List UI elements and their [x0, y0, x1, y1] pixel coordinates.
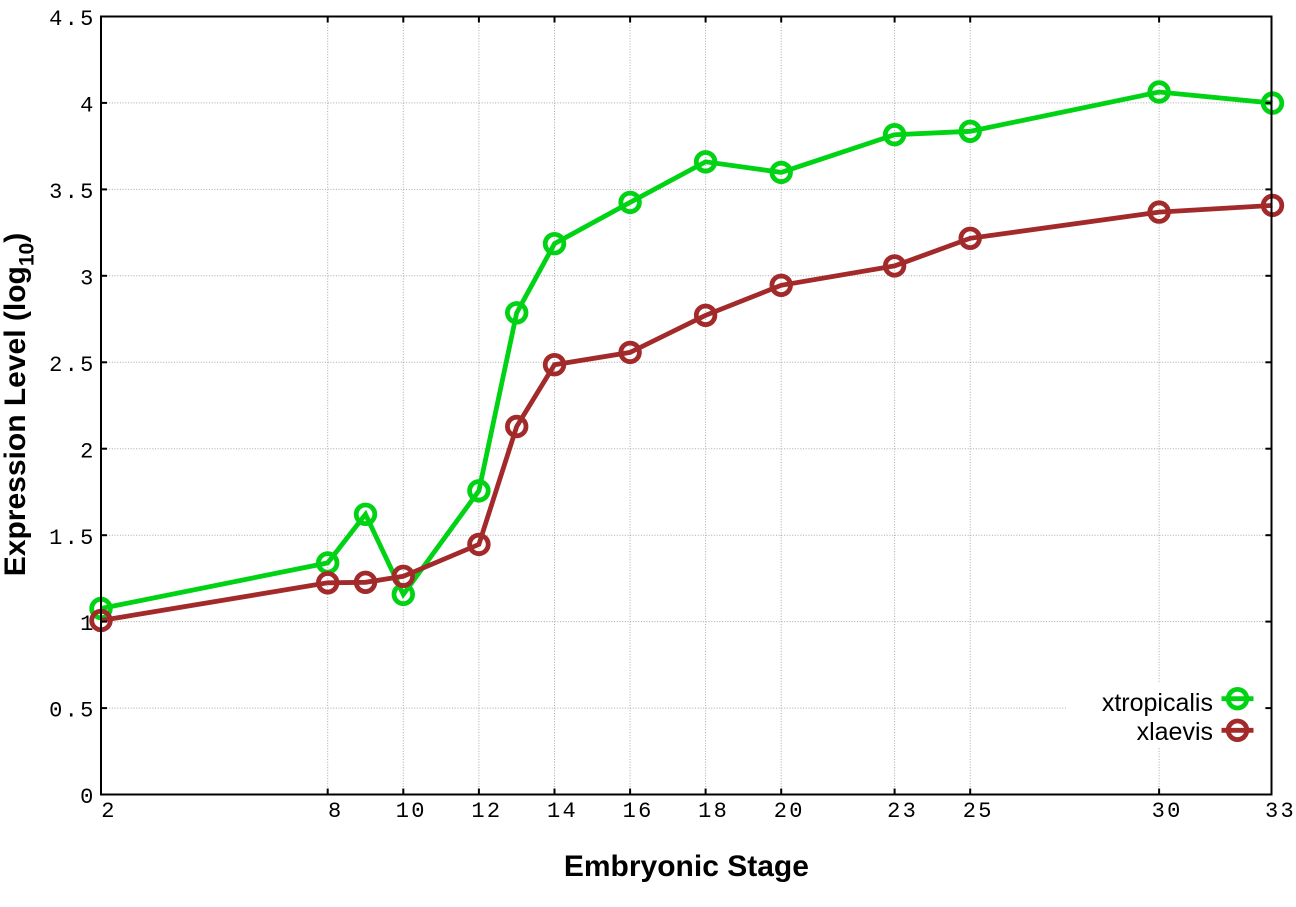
- svg-text:3: 3: [80, 266, 96, 291]
- svg-text:10: 10: [396, 799, 427, 824]
- svg-text:2: 2: [101, 799, 117, 824]
- svg-text:1: 1: [80, 612, 96, 637]
- svg-text:xtropicalis: xtropicalis: [1102, 689, 1213, 717]
- svg-text:1.5: 1.5: [49, 526, 96, 551]
- svg-text:0.5: 0.5: [49, 699, 96, 724]
- svg-text:30: 30: [1152, 799, 1183, 824]
- svg-text:4.5: 4.5: [49, 7, 96, 32]
- svg-text:33: 33: [1265, 799, 1296, 824]
- svg-text:12: 12: [471, 799, 502, 824]
- svg-text:4: 4: [80, 94, 96, 119]
- svg-text:23: 23: [887, 799, 918, 824]
- svg-text:3.5: 3.5: [49, 180, 96, 205]
- svg-text:Embryonic Stage: Embryonic Stage: [564, 850, 809, 883]
- svg-text:14: 14: [547, 799, 578, 824]
- svg-text:2.5: 2.5: [49, 353, 96, 378]
- svg-text:16: 16: [623, 799, 654, 824]
- svg-text:20: 20: [774, 799, 805, 824]
- svg-text:2: 2: [80, 439, 96, 464]
- svg-text:18: 18: [698, 799, 729, 824]
- svg-text:8: 8: [328, 799, 344, 824]
- svg-text:xlaevis: xlaevis: [1137, 718, 1213, 746]
- svg-text:0: 0: [80, 785, 96, 810]
- svg-text:25: 25: [963, 799, 994, 824]
